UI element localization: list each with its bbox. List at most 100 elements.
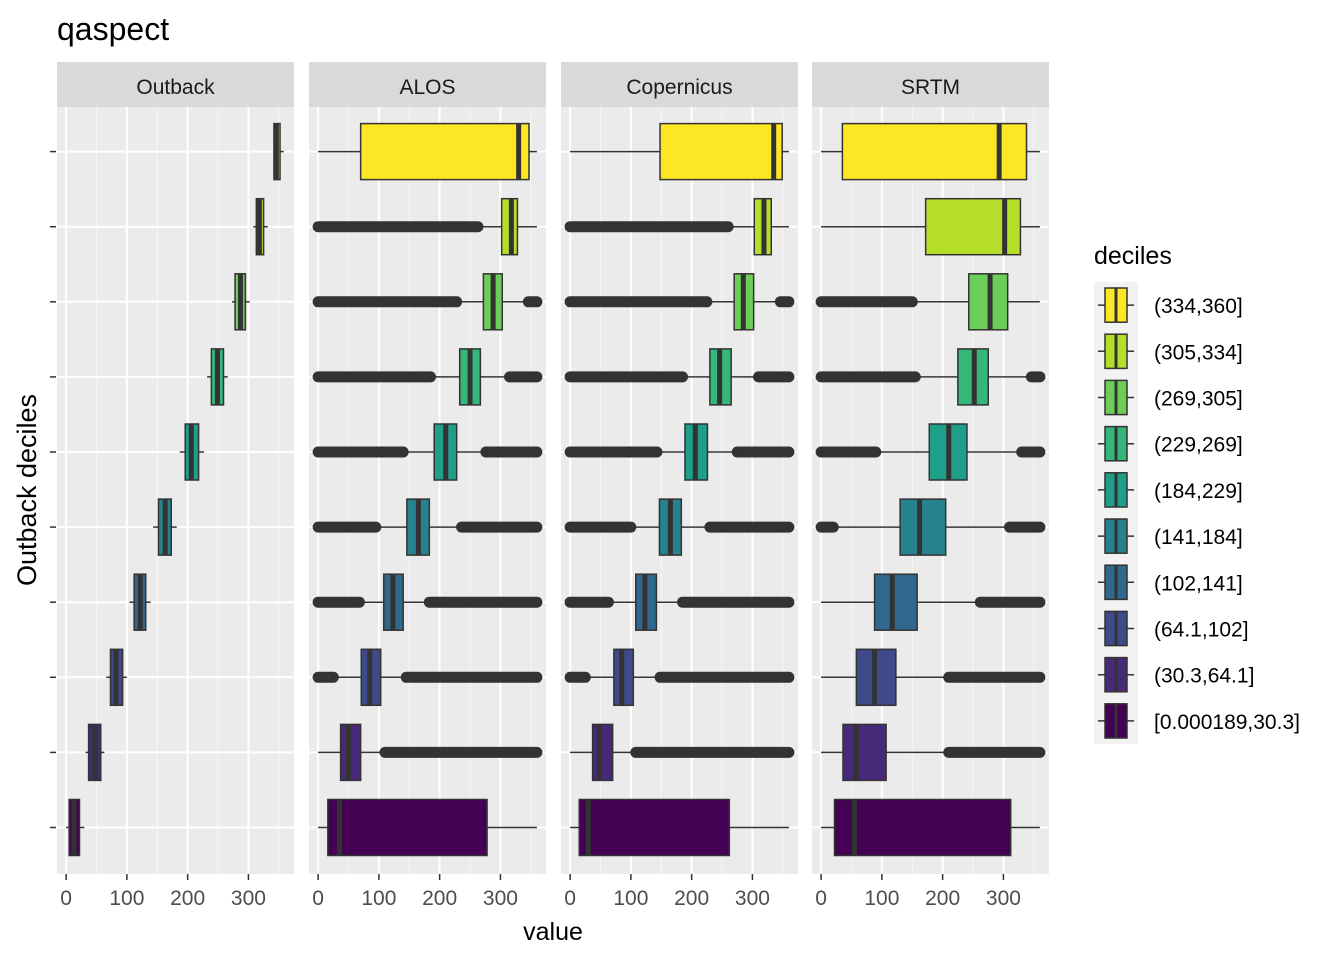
x-axis: 0 100 200 300 bbox=[564, 874, 770, 910]
legend-title: deciles bbox=[1094, 242, 1172, 270]
chart-title: qaspect bbox=[57, 11, 169, 47]
x-tick-label: 0 bbox=[815, 887, 827, 910]
x-tick-label: 200 bbox=[925, 887, 960, 910]
legend-entry-0-000189-30-3: [0.000189,30.3] bbox=[1094, 697, 1300, 744]
box bbox=[833, 798, 1012, 857]
x-tick-label: 300 bbox=[231, 887, 266, 910]
x-tick-label: 200 bbox=[674, 887, 709, 910]
box bbox=[659, 122, 783, 181]
facet-strip bbox=[57, 62, 294, 107]
box-141-184 bbox=[564, 498, 795, 556]
x-tick-label: 100 bbox=[613, 887, 648, 910]
box-269-305 bbox=[815, 273, 1040, 331]
box bbox=[873, 573, 918, 631]
legend-entries: (334,360] (305,334] (269,305] (229,269] (184… bbox=[1094, 282, 1300, 744]
box-229-269 bbox=[312, 348, 543, 406]
legend-entry-label: (30.3,64.1] bbox=[1154, 665, 1254, 688]
x-tick-label: 200 bbox=[170, 887, 205, 910]
y-axis bbox=[50, 150, 56, 829]
legend: deciles (334,360] (305,334] (269,305] (229,… bbox=[1094, 242, 1300, 744]
box-64-1-102 bbox=[106, 648, 127, 707]
legend-entry-label: [0.000189,30.3] bbox=[1154, 711, 1300, 734]
panel-copernicus: Copernicus 0 100 200 300 bbox=[561, 62, 798, 910]
facet-label: SRTM bbox=[901, 76, 960, 99]
box-229-269 bbox=[815, 348, 1046, 406]
box-102-141 bbox=[129, 573, 151, 631]
box-269-305 bbox=[232, 273, 250, 331]
legend-entry-label: (305,334] bbox=[1154, 341, 1243, 364]
box-305-334 bbox=[564, 197, 789, 256]
box-102-141 bbox=[312, 573, 543, 631]
x-tick-label: 100 bbox=[109, 887, 144, 910]
legend-entry-label: (269,305] bbox=[1154, 388, 1243, 411]
panel-alos: ALOS 0 100 200 300 bbox=[309, 62, 546, 910]
x-tick-label: 100 bbox=[361, 887, 396, 910]
box-141-184 bbox=[815, 498, 1046, 556]
x-tick-label: 0 bbox=[564, 887, 576, 910]
box-305-334 bbox=[312, 197, 537, 256]
facet-label: ALOS bbox=[399, 76, 455, 99]
box bbox=[578, 798, 731, 857]
legend-entry-269-305: (269,305] bbox=[1094, 374, 1243, 421]
box-0-000189-30-3 bbox=[318, 798, 537, 857]
box bbox=[842, 723, 887, 782]
box-30-3-64-1 bbox=[318, 723, 543, 782]
facet-label: Outback bbox=[136, 76, 215, 99]
legend-entry-label: (64.1,102] bbox=[1154, 619, 1249, 642]
x-tick-label: 100 bbox=[864, 887, 899, 910]
legend-entry-102-141: (102,141] bbox=[1094, 559, 1243, 606]
box-184-229 bbox=[815, 423, 1046, 481]
box-229-269 bbox=[564, 348, 795, 406]
box-30-3-64-1 bbox=[570, 723, 795, 782]
box-64-1-102 bbox=[821, 648, 1046, 707]
x-tick-label: 300 bbox=[986, 887, 1021, 910]
x-axis: 0 100 200 300 bbox=[815, 874, 1021, 910]
box-64-1-102 bbox=[564, 648, 795, 707]
x-tick-label: 0 bbox=[312, 887, 324, 910]
box-141-184 bbox=[312, 498, 543, 556]
legend-entry-label: (102,141] bbox=[1154, 572, 1243, 595]
x-axis: 0 100 200 300 bbox=[60, 874, 266, 910]
box-305-334 bbox=[821, 197, 1040, 256]
box bbox=[591, 723, 614, 782]
box-0-000189-30-3 bbox=[66, 798, 85, 857]
legend-entry-label: (141,184] bbox=[1154, 526, 1243, 549]
x-axis-label: value bbox=[523, 918, 583, 946]
box bbox=[359, 122, 530, 181]
box-0-000189-30-3 bbox=[570, 798, 789, 857]
panel-srtm: SRTM 0 100 200 300 bbox=[812, 62, 1049, 910]
legend-entry-label: (229,269] bbox=[1154, 434, 1243, 457]
facet-label: Copernicus bbox=[626, 76, 732, 99]
legend-entry-141-184: (141,184] bbox=[1094, 513, 1243, 560]
box-334-360 bbox=[570, 122, 789, 181]
box-0-000189-30-3 bbox=[821, 798, 1040, 857]
x-tick-label: 300 bbox=[483, 887, 518, 910]
legend-entry-label: (184,229] bbox=[1154, 480, 1243, 503]
box-102-141 bbox=[821, 573, 1046, 631]
box-269-305 bbox=[564, 273, 795, 331]
panel-outback: Outback 0 100 200 300 bbox=[57, 62, 294, 910]
box-30-3-64-1 bbox=[821, 723, 1046, 782]
box bbox=[327, 798, 488, 857]
box-184-229 bbox=[564, 423, 795, 481]
box-30-3-64-1 bbox=[85, 723, 105, 782]
box-305-334 bbox=[253, 197, 268, 256]
legend-entry-30-3-64-1: (30.3,64.1] bbox=[1094, 651, 1254, 698]
box-184-229 bbox=[179, 423, 205, 481]
legend-entry-334-360: (334,360] bbox=[1094, 282, 1243, 329]
facet-strip bbox=[812, 62, 1049, 107]
box-102-141 bbox=[564, 573, 795, 631]
y-axis-label: Outback deciles bbox=[12, 394, 42, 586]
box-184-229 bbox=[312, 423, 543, 481]
legend-entry-label: (334,360] bbox=[1154, 295, 1243, 318]
x-tick-label: 300 bbox=[735, 887, 770, 910]
box-334-360 bbox=[318, 122, 537, 181]
legend-entry-305-334: (305,334] bbox=[1094, 328, 1243, 375]
legend-entry-229-269: (229,269] bbox=[1094, 420, 1243, 467]
box-334-360 bbox=[273, 122, 284, 181]
x-tick-label: 200 bbox=[422, 887, 457, 910]
box bbox=[899, 498, 947, 556]
box-64-1-102 bbox=[312, 648, 543, 707]
